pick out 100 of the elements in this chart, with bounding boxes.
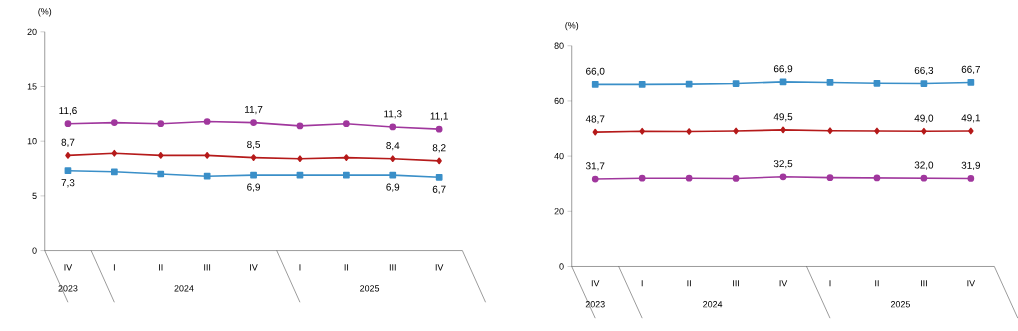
point (111, 149, 118, 157)
point (435, 125, 443, 133)
data-label: 31,9 (961, 161, 981, 170)
point (967, 79, 975, 86)
data-label: 6,9 (386, 183, 400, 192)
data-label: 11,7 (245, 105, 263, 115)
text: 2024 (703, 301, 723, 308)
point (920, 80, 928, 87)
point (638, 174, 646, 182)
y-tick-label: 0 (559, 263, 564, 270)
x-tick-label: IV (250, 264, 258, 271)
point (389, 171, 397, 179)
point (638, 80, 646, 88)
x-tick-label: I (641, 280, 643, 287)
point (827, 127, 833, 135)
x-tick-label: IV (435, 264, 444, 271)
x-tick-label: II (687, 280, 691, 287)
point (592, 128, 598, 136)
y-tick-label: 15 (27, 83, 37, 90)
point (250, 119, 257, 126)
point (250, 171, 257, 179)
point (780, 126, 786, 134)
point (733, 127, 739, 135)
point (686, 128, 692, 135)
y-tick-label: 5 (32, 192, 37, 199)
data-label: 11,6 (59, 106, 77, 116)
y-tick-label: 20 (554, 208, 564, 215)
point (873, 174, 881, 182)
point (967, 175, 975, 182)
x-tick-label: I (829, 280, 831, 287)
point (157, 170, 165, 178)
data-label: 11,1 (430, 112, 448, 121)
point (64, 167, 72, 175)
x-tick-label: II (159, 264, 163, 271)
x-tick-label: I (299, 264, 301, 271)
data-label: 8,2 (432, 144, 446, 153)
point (343, 154, 350, 161)
point (779, 173, 787, 181)
point (591, 175, 599, 183)
y-axis-title: (%) (38, 8, 52, 17)
data-label: 31,7 (585, 162, 605, 171)
point (296, 122, 304, 130)
point (65, 152, 71, 159)
x-tick-label: IV (591, 280, 600, 287)
data-label: 7,3 (61, 179, 75, 188)
point (591, 80, 599, 88)
point (157, 120, 165, 128)
x-tick-label: IV (779, 280, 788, 287)
point (435, 173, 443, 181)
point (203, 118, 211, 125)
data-label: 8,4 (386, 141, 400, 151)
data-label: 49,0 (914, 114, 934, 123)
x-tick-label: III (921, 280, 927, 287)
point (732, 175, 740, 182)
y-tick-label: 40 (554, 152, 564, 160)
data-label: 48,7 (585, 115, 605, 124)
point (874, 127, 880, 135)
data-label: 8,5 (247, 140, 261, 150)
x-tick-label: I (113, 264, 115, 271)
point (873, 79, 881, 87)
text: 2025 (360, 285, 380, 292)
point (685, 80, 693, 88)
data-label: 49,5 (773, 113, 793, 122)
point (297, 155, 303, 163)
x-tick-label: IV (967, 280, 976, 287)
point (64, 120, 72, 128)
text: 2023 (58, 285, 78, 292)
point (920, 174, 928, 182)
text: 2024 (174, 285, 194, 292)
data-label: 6,9 (247, 183, 260, 192)
y-tick-label: 0 (32, 247, 37, 254)
data-label: 66,7 (961, 65, 980, 74)
point (639, 127, 645, 135)
data-label: 8,7 (61, 138, 75, 147)
point (921, 127, 927, 135)
data-label: 49,1 (961, 114, 981, 123)
point (158, 152, 164, 159)
y-tick-label: 60 (554, 97, 564, 105)
point (204, 152, 210, 159)
x-tick-label: II (344, 264, 349, 271)
point (110, 168, 118, 176)
data-label: 32,0 (914, 161, 934, 170)
point (436, 157, 442, 165)
x-tick-label: III (204, 264, 211, 271)
point (343, 171, 350, 179)
data-label: 6,7 (432, 185, 446, 194)
text: 2025 (890, 301, 910, 308)
point (968, 127, 974, 135)
x-tick-label: III (389, 264, 396, 271)
y-axis-title: (%) (565, 21, 579, 31)
data-label: 66,3 (914, 66, 934, 76)
x-tick-label: IV (64, 264, 73, 271)
x-tick-label: III (733, 280, 739, 287)
point (110, 119, 118, 126)
point (390, 155, 396, 163)
point (389, 123, 397, 131)
y-tick-label: 20 (27, 28, 37, 35)
point (685, 174, 693, 182)
x-tick-label: II (875, 280, 879, 287)
point (250, 154, 257, 161)
